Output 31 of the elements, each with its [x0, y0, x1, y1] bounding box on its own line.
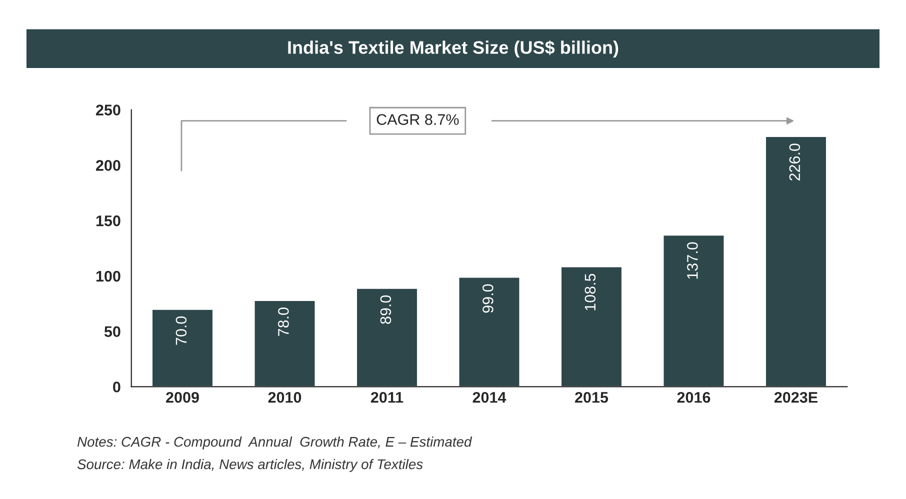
- data-label: 78.0: [278, 308, 289, 336]
- bar: [560, 266, 623, 387]
- data-label: 137.0: [687, 242, 698, 279]
- y-tick-label: 200: [96, 160, 120, 171]
- source-note: Source: Make in India, News articles, Ministry of Textiles: [77, 458, 423, 472]
- bar: [458, 276, 521, 387]
- y-tick-label: 250: [96, 104, 120, 116]
- bar: [253, 300, 316, 387]
- x-tick-label: 2010: [268, 392, 302, 403]
- data-label: 108.5: [584, 274, 596, 310]
- y-tick-label: 100: [96, 270, 120, 282]
- x-tick-label: 2009: [166, 392, 199, 403]
- bar: [356, 287, 418, 387]
- text: Notes: CAGR - Compound Annual Growth Rate, E – Estimated: [77, 436, 472, 450]
- annotation: CAGR 8.7%: [376, 114, 459, 125]
- data-label: 70.0: [176, 316, 187, 345]
- x-tick-label: 2011: [370, 392, 404, 403]
- data-label: 226.0: [789, 144, 800, 180]
- bar: [662, 234, 726, 387]
- x-tick-label: 2016: [677, 392, 710, 403]
- x-tick-label: 2015: [575, 392, 608, 403]
- y-tick-label: 50: [104, 326, 120, 338]
- data-label: 99.0: [482, 284, 494, 313]
- y-tick-label: 0: [113, 382, 120, 392]
- y-tick-label: 150: [96, 215, 120, 226]
- x-tick-label: 2014: [472, 392, 506, 403]
- bar: [151, 308, 214, 387]
- data-label: 89.0: [380, 295, 392, 324]
- bar: [764, 136, 828, 387]
- chart-title: India's Textile Market Size (US$ billion): [288, 40, 618, 58]
- x-tick-label: 2023E: [774, 392, 818, 403]
